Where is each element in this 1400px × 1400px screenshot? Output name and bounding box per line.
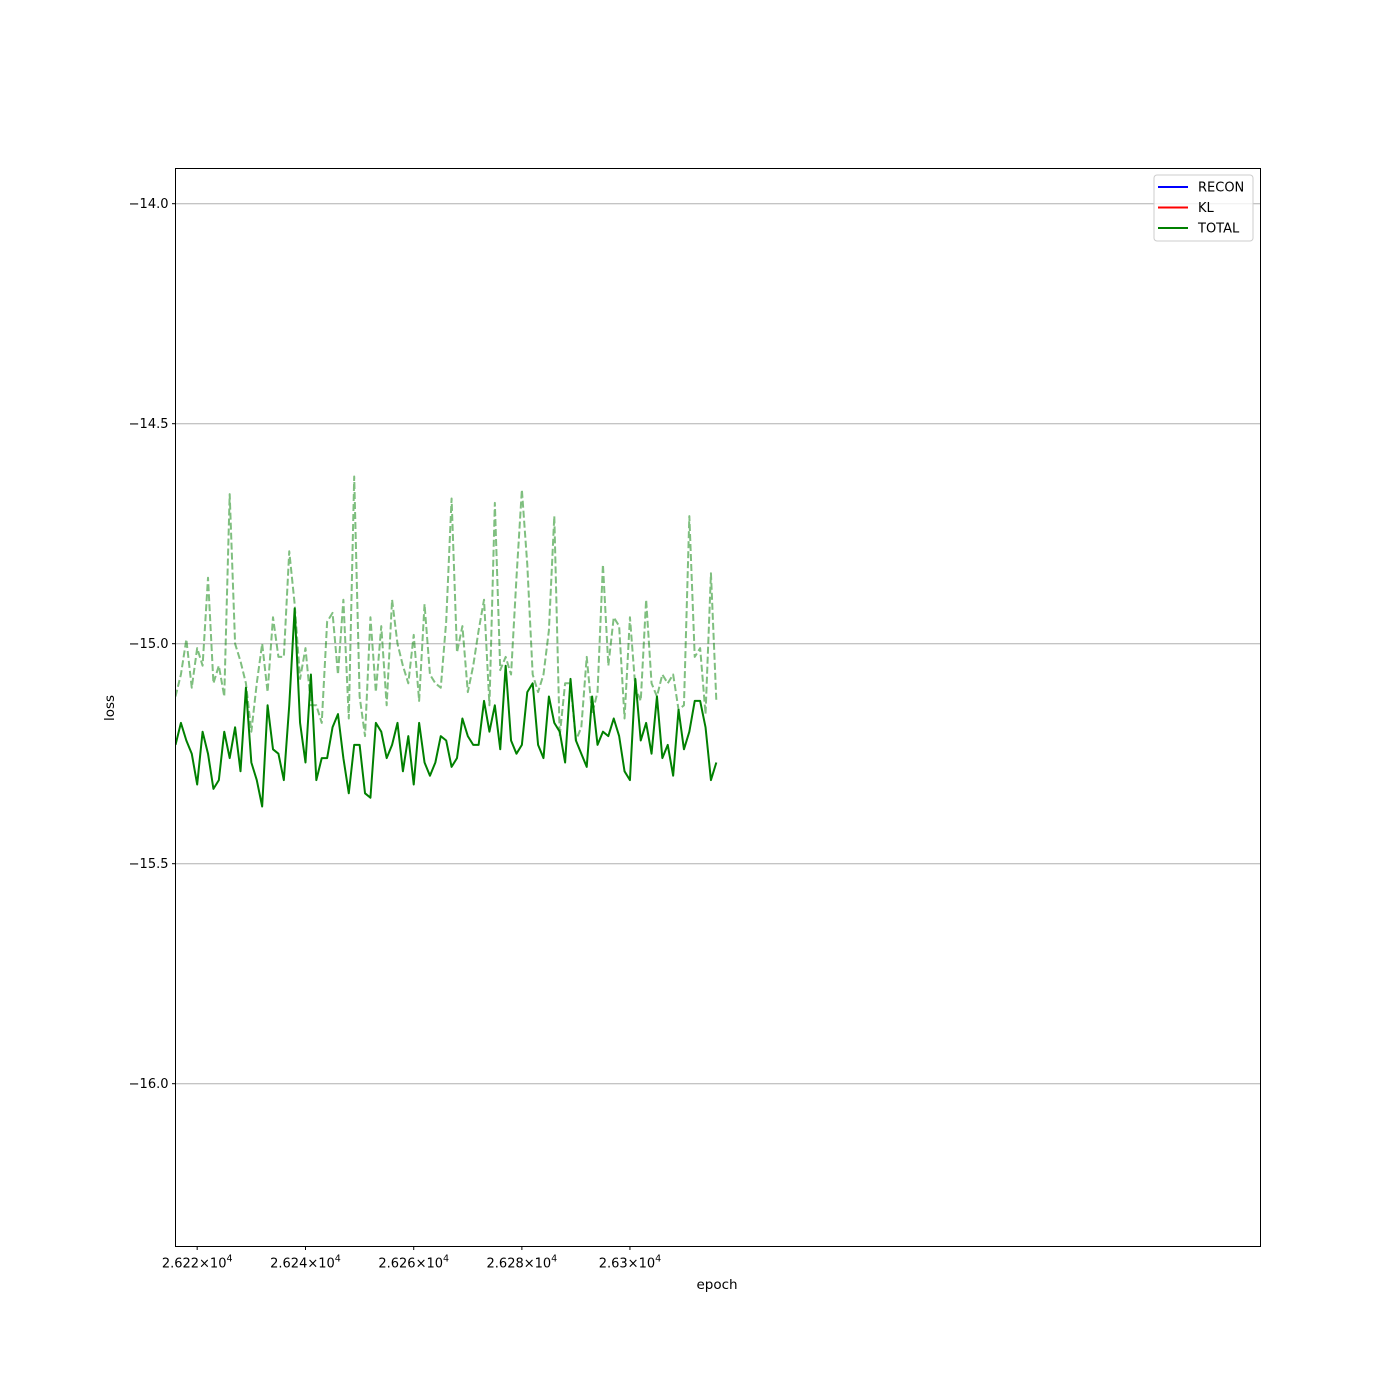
- y-tick-label: −15.5: [129, 857, 169, 872]
- plot-lines: [175, 475, 718, 808]
- y-axis-ticks: −14.0 −14.5 −15.0 −15.5 −16.0: [129, 197, 176, 1092]
- legend-label-kl: KL: [1198, 201, 1215, 216]
- x-tick-mantissa: 2.628: [487, 1257, 524, 1272]
- y-tick-label: −14.0: [129, 197, 169, 212]
- plot-area-frame: [175, 168, 1261, 1247]
- y-tick-label: −15.0: [129, 637, 169, 652]
- x-tick-mantissa: 2.626: [378, 1257, 415, 1272]
- x-tick-base: ×10: [307, 1257, 334, 1272]
- dashed-series-line: [175, 475, 718, 742]
- x-tick-label: 2.63×104: [599, 1254, 661, 1272]
- legend-label-recon: RECON: [1198, 181, 1244, 196]
- y-axis-label: loss: [102, 695, 118, 721]
- x-tick-mantissa: 2.622: [162, 1257, 199, 1272]
- x-tick-exponent: 4: [226, 1254, 232, 1265]
- y-gridlines: [175, 203, 1261, 1085]
- x-tick-label: 2.624×104: [270, 1254, 341, 1272]
- x-tick-base: ×10: [199, 1257, 226, 1272]
- y-tick-label: −14.5: [129, 417, 169, 432]
- x-tick-mantissa: 2.63: [599, 1257, 628, 1272]
- legend-box: [1153, 174, 1254, 242]
- total-series-line: [175, 607, 718, 808]
- y-tick-label: −16.0: [129, 1077, 169, 1092]
- x-axis-ticks: 2.622×104 2.624×104 2.626×104 2.628×104 2.63…: [162, 1246, 661, 1272]
- x-tick-label: 2.622×104: [162, 1254, 233, 1272]
- x-tick-label: 2.628×104: [487, 1254, 558, 1272]
- x-axis-label: epoch: [696, 1277, 737, 1293]
- legend: RECON KL TOTAL: [1153, 174, 1254, 242]
- x-tick-exponent: 4: [335, 1254, 341, 1265]
- x-tick-exponent: 4: [443, 1254, 449, 1265]
- x-tick-base: ×10: [416, 1257, 443, 1272]
- x-tick-base: ×10: [524, 1257, 551, 1272]
- x-tick-exponent: 4: [551, 1254, 557, 1265]
- x-tick-label: 2.626×104: [378, 1254, 449, 1272]
- legend-label-total: TOTAL: [1197, 222, 1240, 237]
- x-tick-mantissa: 2.624: [270, 1257, 307, 1272]
- x-tick-base: ×10: [628, 1257, 655, 1272]
- x-tick-exponent: 4: [655, 1254, 661, 1265]
